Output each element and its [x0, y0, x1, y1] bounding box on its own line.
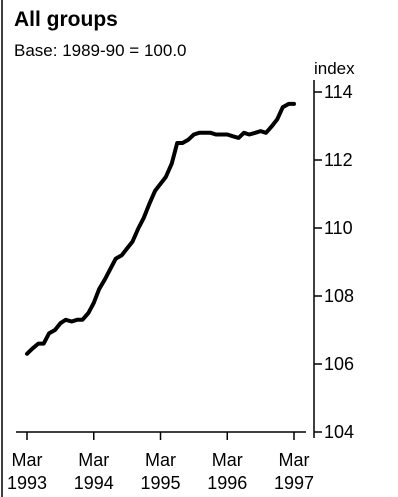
x-tick-label-year: 1994 [74, 473, 114, 493]
chart-title: All groups [14, 8, 118, 31]
x-tick-label-month: Mar [279, 450, 310, 470]
y-tick-label: 106 [324, 354, 354, 374]
x-tick-label-month: Mar [212, 450, 243, 470]
x-tick-label-year: 1993 [7, 473, 47, 493]
x-tick-label-month: Mar [78, 450, 109, 470]
y-tick-label: 108 [324, 286, 354, 306]
x-tick-label-month: Mar [12, 450, 43, 470]
y-axis-ticks: 104 106 108 110 112 114 [314, 82, 354, 442]
chart-subtitle: Base: 1989-90 = 100.0 [14, 41, 187, 60]
x-axis-ticks: Mar 1993 Mar 1994 Mar 1995 Mar 1996 Mar 1997 [7, 432, 314, 493]
y-tick-label: 110 [324, 218, 353, 238]
y-tick-label: 112 [324, 150, 353, 170]
y-tick-label: 114 [324, 82, 353, 102]
y-axis-unit-label: index [314, 59, 355, 78]
series-line [25, 101, 296, 356]
y-tick-label: 104 [324, 422, 354, 442]
x-tick-label-month: Mar [145, 450, 176, 470]
x-tick-label-year: 1996 [207, 473, 247, 493]
x-tick-label-year: 1997 [274, 473, 314, 493]
x-tick-label-year: 1995 [140, 473, 180, 493]
series-layer [25, 101, 296, 356]
